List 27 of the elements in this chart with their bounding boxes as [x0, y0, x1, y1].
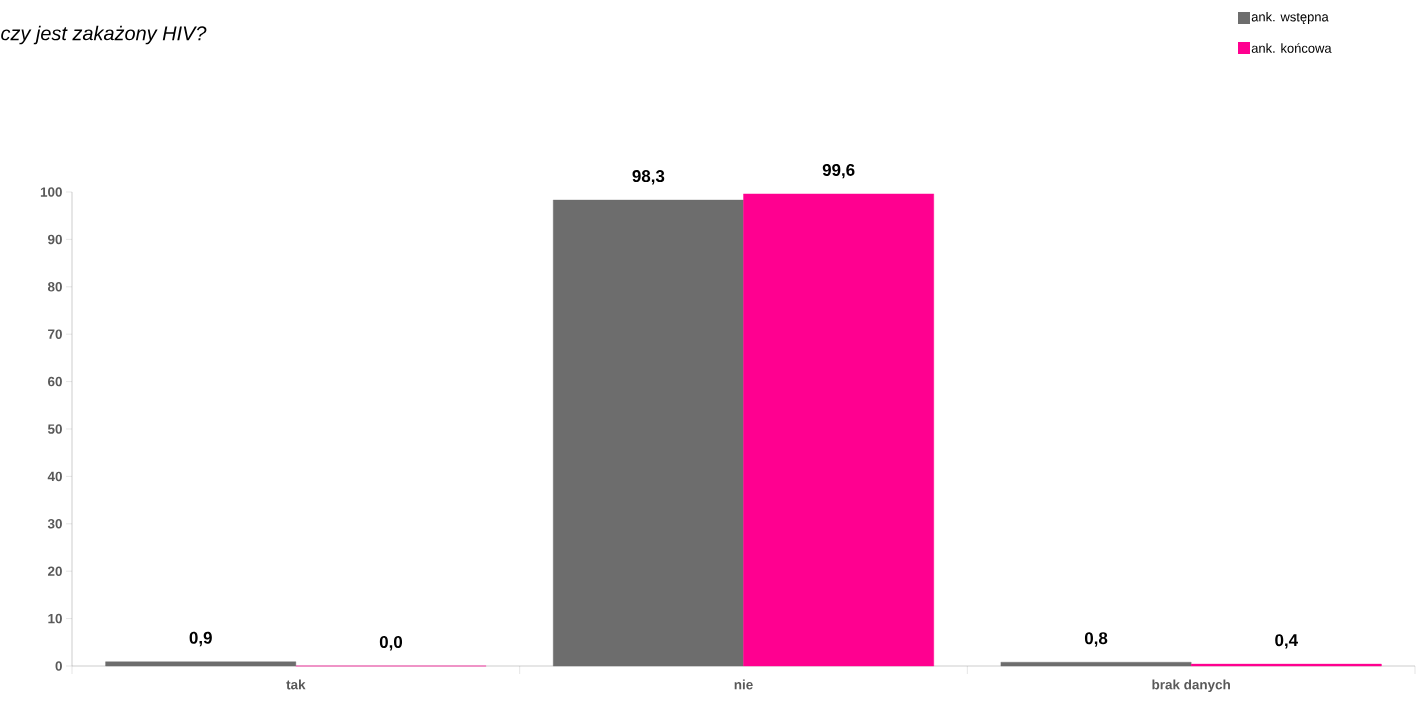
data-label: 99,6: [822, 163, 855, 179]
y-tick-label: 10: [48, 613, 62, 624]
legend-label: ank. wstępna: [1251, 11, 1329, 25]
x-tick-label: nie: [734, 679, 753, 690]
bar: [743, 193, 934, 667]
y-tick-label: 20: [47, 566, 62, 576]
bar: [1000, 662, 1192, 667]
y-tick-label: 90: [47, 234, 62, 245]
chart-title: czy jest zakażony HIV?: [1, 25, 207, 45]
y-tick-label: 50: [47, 424, 62, 434]
data-label: 98,3: [632, 170, 665, 185]
y-tick-label: 70: [48, 329, 62, 339]
x-tick-label: tak: [286, 679, 306, 690]
y-tick-label: 40: [47, 471, 62, 482]
bar: [553, 199, 744, 667]
data-label: 0,0: [379, 636, 403, 651]
y-tick-label: 100: [40, 187, 62, 197]
x-tick-label: brak danych: [1152, 679, 1230, 693]
y-tick-label: 0: [55, 661, 62, 671]
data-label: 0,8: [1084, 632, 1108, 647]
y-tick-label: 80: [47, 282, 62, 292]
y-tick-label: 30: [47, 519, 62, 529]
y-tick-label: 60: [48, 376, 62, 387]
data-label: 0,4: [1275, 634, 1298, 649]
data-label: 0,9: [189, 631, 212, 647]
legend-label: ank. końcowa: [1251, 43, 1332, 53]
bar: [105, 661, 297, 667]
